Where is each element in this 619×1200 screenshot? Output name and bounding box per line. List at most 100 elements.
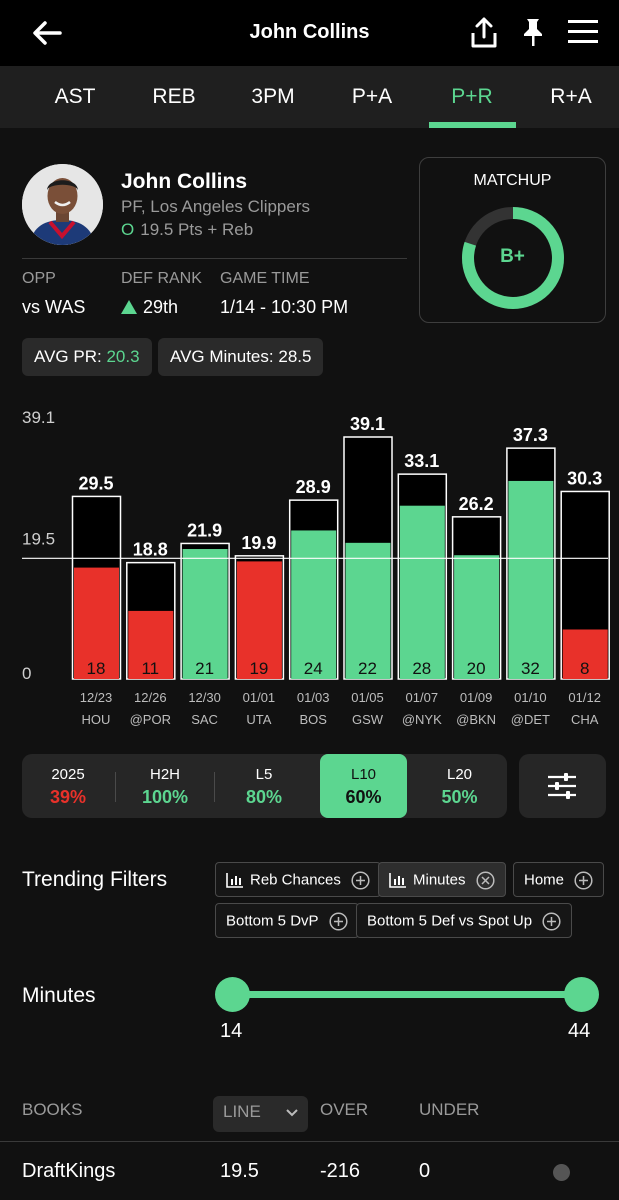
filter-value: 80% (245, 787, 283, 807)
bar-value-label: 19 (249, 659, 268, 678)
avg-minutes-pill: AVG Minutes: 28.5 (158, 338, 324, 376)
game-time-value: 1/14 - 10:30 PM (220, 297, 349, 317)
filter-value: 50% (441, 787, 478, 807)
filter-l10[interactable]: L10 60% (320, 754, 407, 818)
tab-reb[interactable]: REB (152, 85, 196, 108)
bar-value-label: 28 (412, 659, 431, 678)
player-team: PF, Los Angeles Clippers (121, 197, 310, 216)
chip-label: Reb Chances (250, 871, 341, 889)
avg-pr-label: AVG PR: (34, 347, 102, 366)
bar-total-label: 18.8 (133, 540, 168, 560)
share-icon[interactable] (470, 16, 498, 50)
bar-value-label: 18 (87, 659, 106, 678)
minutes-slider-max-handle[interactable] (564, 977, 599, 1012)
def-rank-value: 29th (121, 297, 178, 318)
chevron-down-icon (286, 1109, 298, 1117)
prop-line-text: 19.5 Pts + Reb (140, 220, 254, 239)
bar-date-label: 01/01 (243, 690, 276, 705)
chip-bottom-5-def-spot-up[interactable]: Bottom 5 Def vs Spot Up (356, 903, 573, 938)
hamburger-menu-icon[interactable] (566, 17, 600, 47)
over-column-header: OVER (320, 1100, 369, 1119)
prop-line: O 19.5 Pts + Reb (121, 220, 253, 240)
filter-l20[interactable]: L20 50% (412, 754, 507, 818)
opp-label: OPP (22, 270, 56, 287)
tab-pa[interactable]: P+A (351, 85, 393, 108)
book-over-odds[interactable]: -216 (320, 1160, 361, 1182)
bar-total-label: 29.5 (78, 473, 113, 493)
matchup-grade: B+ (500, 246, 525, 267)
plus-circle-icon (351, 870, 370, 890)
tab-ra[interactable]: R+A (550, 85, 592, 108)
back-arrow-icon[interactable] (30, 16, 64, 50)
bar-opponent-label: @BKN (456, 712, 496, 727)
chip-home[interactable]: Home (513, 862, 605, 897)
tab-ast[interactable]: AST (54, 85, 96, 108)
pin-icon[interactable] (520, 17, 546, 47)
bar-value-label: 21 (195, 659, 214, 678)
matchup-label: MATCHUP (473, 172, 552, 189)
filter-label: 2025 (51, 766, 85, 783)
minutes-slider-track[interactable] (232, 991, 582, 998)
game-log-chart: 39.1 19.5 0 29.5 18 12/23 HOU 18.8 11 12/26 @POR 21… (0, 400, 619, 745)
game-log-chart-svg: 39.1 19.5 0 29.5 18 12/23 HOU 18.8 11 12/26 @POR 21… (22, 408, 610, 727)
chip-bottom-5-dvp[interactable]: Bottom 5 DvP (215, 903, 359, 938)
chip-reb-chances[interactable]: Reb Chances (215, 862, 382, 897)
bar-total-label: 28.9 (296, 477, 331, 497)
bar-opponent-label: UTA (246, 712, 271, 727)
tab-3pm[interactable]: 3PM (251, 85, 295, 108)
filter-label: L5 (255, 766, 273, 783)
book-line: 19.5 (220, 1160, 259, 1182)
avg-minutes-label: AVG Minutes: (170, 347, 274, 366)
bar-value-fill (508, 480, 554, 679)
chip-minutes[interactable]: Minutes (378, 862, 506, 897)
filter-l5[interactable]: L5 80% (215, 754, 313, 818)
avg-pr-pill: AVG PR: 20.3 (22, 338, 152, 376)
filter-settings-button[interactable] (519, 754, 606, 818)
minutes-slider-min-handle[interactable] (215, 977, 250, 1012)
book-under-odds[interactable]: 0 (419, 1160, 431, 1182)
filter-2025[interactable]: 2025 39% (22, 754, 114, 818)
bar-value-fill (236, 561, 282, 679)
up-triangle-icon (121, 300, 137, 314)
chip-label: Bottom 5 Def vs Spot Up (367, 912, 533, 930)
bar-date-label: 12/26 (134, 690, 167, 705)
opp-value: vs WAS (22, 297, 86, 317)
over-indicator: O (121, 220, 135, 239)
divider (0, 1141, 619, 1142)
bar-total-label: 19.9 (241, 533, 276, 553)
y-tick-label: 39.1 (22, 408, 55, 427)
matchup-ring (462, 207, 564, 309)
bar-value-label: 11 (141, 659, 159, 678)
chip-label: Bottom 5 DvP (226, 912, 319, 930)
bar-chart-icon (389, 873, 406, 888)
minutes-max-value: 44 (568, 1020, 591, 1042)
filter-h2h[interactable]: H2H 100% (116, 754, 214, 818)
player-avatar (22, 164, 103, 245)
bar-date-label: 01/05 (351, 690, 384, 705)
def-rank-label: DEF RANK (121, 270, 202, 287)
bar-chart-icon (226, 873, 243, 888)
plus-circle-icon (542, 911, 561, 931)
sliders-icon (548, 773, 576, 799)
line-select[interactable]: LINE (213, 1096, 308, 1132)
bar-value-label: 22 (358, 659, 377, 678)
matchup-card[interactable]: MATCHUP B+ (419, 157, 606, 323)
bar-date-label: 01/09 (460, 690, 493, 705)
game-time-label: GAME TIME (220, 270, 310, 287)
bar-total-label: 33.1 (404, 451, 439, 471)
bar-total-label: 21.9 (187, 520, 222, 540)
bar-opponent-label: BOS (299, 712, 327, 727)
divider (115, 772, 116, 802)
y-tick-label: 0 (22, 664, 31, 683)
bar-opponent-label: HOU (82, 712, 111, 727)
y-tick-label: 19.5 (22, 529, 55, 548)
minutes-min-value: 14 (220, 1020, 243, 1042)
bar-date-label: 01/12 (568, 690, 601, 705)
divider (22, 258, 407, 259)
divider (214, 772, 215, 802)
bar-opponent-label: @NYK (402, 712, 442, 727)
tab-pr[interactable]: P+R (451, 85, 493, 108)
line-select-label: LINE (223, 1102, 261, 1121)
bar-date-label: 01/03 (297, 690, 330, 705)
bar-value-fill (399, 505, 445, 679)
